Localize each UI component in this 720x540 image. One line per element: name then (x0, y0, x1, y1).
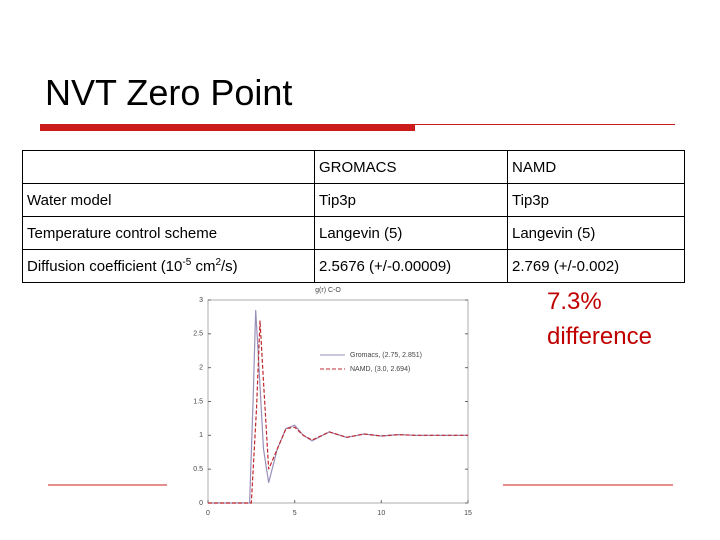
y-tick-label: 0 (199, 500, 203, 507)
y-tick-label: 0.5 (193, 466, 203, 473)
header-cell: NAMD (507, 150, 685, 184)
row-label: Water model (22, 183, 315, 217)
series-line (208, 310, 468, 504)
table-row: Diffusion coefficient (10-5 cm2/s) 2.5676… (22, 249, 685, 283)
rdf-plot: g(r) C-O 0 5 10 15 0 0.5 1 1.5 2 2.5 3 Gromacs, (2.7… (193, 287, 472, 517)
label-part: 2 (215, 257, 222, 268)
label-part: /s) (221, 258, 238, 275)
legend-label: Gromacs, (2.75, 2.851) (350, 352, 422, 359)
plot-title: g(r) C-O (315, 287, 341, 294)
y-tick-label: 2 (199, 365, 203, 372)
title-bar (40, 124, 415, 131)
label-part: Water model (27, 191, 112, 209)
row-label: Diffusion coefficient (10-5 cm2/s) (22, 249, 315, 283)
series-line (208, 320, 468, 504)
label-part: Diffusion coefficient (10 (27, 258, 183, 275)
header-cell (22, 150, 315, 184)
row-label: Temperature control scheme (22, 216, 315, 250)
table-cell: Tip3p (507, 183, 685, 217)
slide-title: NVT Zero Point (45, 72, 293, 113)
table-row: Temperature control scheme Langevin (5) La… (22, 216, 685, 250)
x-tick-label: 5 (293, 510, 297, 517)
table-row: Water model Tip3p Tip3p (22, 183, 685, 217)
label-part: cm (191, 258, 216, 275)
legend-label: NAMD, (3.0, 2.694) (350, 366, 410, 373)
annotation-caption: difference (547, 323, 652, 350)
x-tick-label: 0 (206, 510, 210, 517)
y-tick-label: 2.5 (193, 331, 203, 338)
x-tick-label: 15 (464, 510, 472, 517)
y-tick-label: 1 (199, 432, 203, 439)
annotation: 7.3% difference (547, 284, 652, 354)
table-cell: 2.769 (+/-0.002) (507, 249, 685, 283)
table-cell: Tip3p (314, 183, 508, 217)
annotation-value: 7.3% (547, 288, 602, 315)
label-part: Temperature control scheme (27, 224, 218, 242)
table-cell: Langevin (5) (507, 216, 685, 250)
x-tick-label: 10 (377, 510, 385, 517)
table-cell: 2.5676 (+/-0.00009) (314, 249, 508, 283)
label-part: -5 (182, 257, 192, 268)
plot-frame (207, 299, 469, 504)
table-cell: Langevin (5) (314, 216, 508, 250)
y-tick-label: 1.5 (193, 398, 203, 405)
header-cell: GROMACS (314, 150, 508, 184)
comparison-table: GROMACS NAMD Water model Tip3p Tip3p Temperat… (22, 150, 685, 283)
header-row: GROMACS NAMD (22, 150, 685, 184)
y-tick-label: 3 (199, 297, 203, 304)
